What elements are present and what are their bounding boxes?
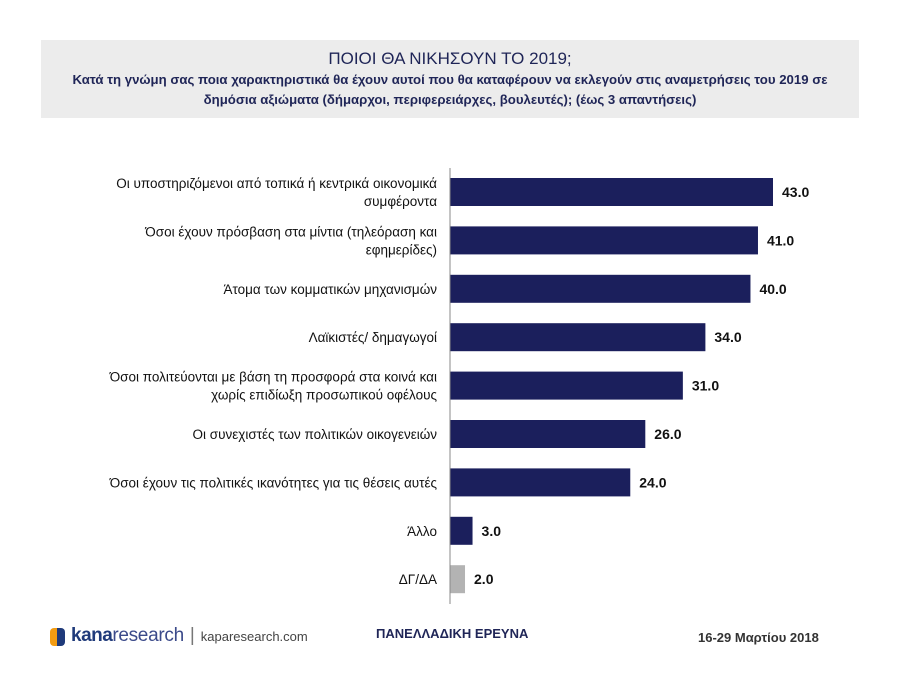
category-label-7: Άλλο xyxy=(407,524,437,539)
data-label-5: 26.0 xyxy=(654,426,681,442)
logo-word-bold: kana xyxy=(71,625,113,646)
bar-6 xyxy=(450,468,631,497)
data-label-4: 31.0 xyxy=(692,378,719,394)
category-label-0: Οι υποστηριζόμενοι από τοπικά ή κεντρικά… xyxy=(116,176,437,209)
category-label-5: Οι συνεχιστές των πολιτικών οικογενειών xyxy=(193,427,438,442)
category-label-4: Όσοι πολιτεύονται με βάση τη προσφορά στ… xyxy=(109,370,438,403)
bar-0 xyxy=(450,178,773,206)
category-label-8: ΔΓ/ΔΑ xyxy=(399,572,437,587)
survey-label: ΠΑΝΕΛΛΑΔΙΚΗ ΕΡΕΥΝΑ xyxy=(376,626,529,641)
category-label-3: Λαϊκιστές/ δημαγωγοί xyxy=(309,330,437,345)
bar-2 xyxy=(450,274,751,303)
data-label-0: 43.0 xyxy=(782,184,809,200)
bar-chart: 43.0 Οι υποστηριζόμενοι από τοπικά ή κεντ… xyxy=(109,168,809,604)
bar-3 xyxy=(450,323,706,352)
chart-title: ΠΟΙΟΙ ΘΑ ΝΙΚΗΣΟΥΝ ΤΟ 2019; xyxy=(328,49,572,68)
bar-5 xyxy=(450,420,646,448)
category-label-6: Όσοι έχουν τις πολιτικές ικανότητες για … xyxy=(109,475,438,490)
survey-date: 16-29 Μαρτίου 2018 xyxy=(698,630,819,645)
category-label-1: Όσοι έχουν πρόσβαση στα μίντια (τηλεόρασ… xyxy=(144,224,437,257)
data-label-3: 34.0 xyxy=(714,329,741,345)
bar-8 xyxy=(450,565,466,594)
data-label-8: 2.0 xyxy=(474,571,494,587)
bar-4 xyxy=(450,371,683,400)
bar-7 xyxy=(450,516,473,545)
logo-word-light: research xyxy=(112,625,184,646)
logo-separator: | xyxy=(189,625,195,646)
chart-subtitle: Κατά τη γνώμη σας ποια χαρακτηριστικά θα… xyxy=(72,72,828,107)
logo-url: kaparesearch.com xyxy=(200,628,308,644)
category-label-2: Άτομα των κομματικών μηχανισμών xyxy=(223,282,437,297)
data-label-2: 40.0 xyxy=(759,281,786,297)
bar-1 xyxy=(450,226,758,255)
footer: kana research | kaparesearch.com ΠΑΝΕΛΛΑ… xyxy=(0,620,900,660)
data-label-7: 3.0 xyxy=(482,523,502,539)
kapa-research-logo: kana research | kaparesearch.com xyxy=(50,622,308,650)
data-label-6: 24.0 xyxy=(639,474,666,490)
logo-mark-icon xyxy=(50,625,68,647)
data-label-1: 41.0 xyxy=(767,232,794,248)
chart-header: ΠΟΙΟΙ ΘΑ ΝΙΚΗΣΟΥΝ ΤΟ 2019; Κατά τη γνώμη… xyxy=(41,40,859,118)
